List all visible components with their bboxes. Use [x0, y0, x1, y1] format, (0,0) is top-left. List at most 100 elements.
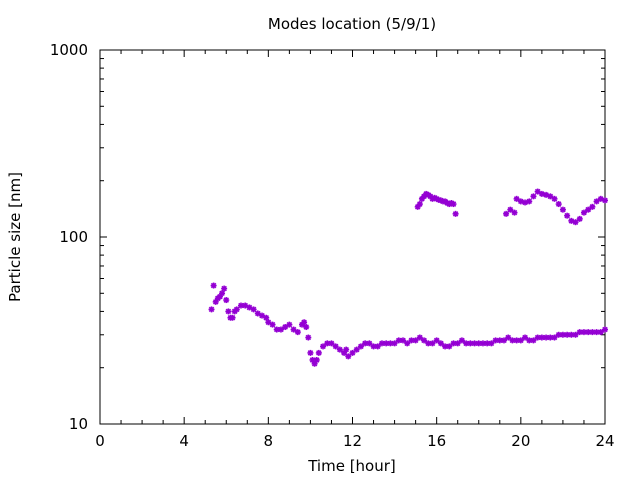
data-point — [301, 319, 308, 326]
data-point — [416, 334, 423, 341]
data-point — [269, 321, 276, 328]
axis-ticks — [99, 49, 606, 425]
data-point — [526, 198, 533, 205]
data-point — [229, 314, 236, 321]
data-point — [210, 282, 217, 289]
data-point — [503, 210, 510, 217]
y-tick-label: 100 — [59, 228, 88, 246]
data-point — [208, 306, 215, 313]
data-point — [452, 210, 459, 217]
data-point — [332, 343, 339, 350]
data-point — [221, 285, 228, 292]
data-point — [429, 340, 436, 347]
y-tick-label: 1000 — [50, 41, 88, 59]
data-point — [593, 198, 600, 205]
plot-frame — [99, 49, 606, 425]
data-point — [305, 334, 312, 341]
data-point — [559, 331, 566, 338]
data-point — [349, 349, 356, 356]
y-axis-label: Particle size [nm] — [6, 172, 24, 302]
data-point — [328, 340, 335, 347]
data-point — [219, 290, 226, 297]
data-point — [412, 337, 419, 344]
x-tick-label: 4 — [179, 432, 189, 450]
data-point — [400, 337, 406, 344]
x-tick-label: 0 — [95, 432, 105, 450]
data-point — [547, 193, 554, 200]
x-tick-label: 24 — [595, 432, 614, 450]
data-point — [273, 326, 280, 333]
data-point — [404, 340, 411, 347]
data-point — [277, 326, 284, 333]
data-point — [250, 306, 257, 313]
data-point — [589, 203, 596, 210]
data-point — [286, 321, 293, 328]
data-point — [551, 195, 558, 202]
data-point — [282, 324, 289, 331]
data-point — [551, 334, 558, 341]
data-point — [501, 337, 507, 344]
data-point — [585, 206, 592, 213]
data-markers — [208, 188, 608, 367]
data-point — [593, 329, 600, 336]
data-point — [303, 324, 310, 331]
data-point — [336, 346, 343, 353]
data-point — [366, 340, 373, 347]
data-point — [345, 353, 352, 360]
data-point — [357, 343, 364, 350]
data-point — [263, 314, 270, 321]
data-point — [223, 297, 230, 304]
data-point — [343, 346, 350, 353]
data-point — [580, 209, 587, 216]
data-point — [602, 326, 608, 333]
data-point — [450, 201, 457, 208]
data-point — [307, 349, 314, 356]
x-axis-label: Time [hour] — [307, 457, 396, 475]
data-point — [572, 331, 579, 338]
data-point — [597, 329, 604, 336]
data-point — [511, 209, 518, 216]
data-point — [353, 346, 360, 353]
data-point — [313, 356, 320, 363]
x-tick-label: 8 — [264, 432, 274, 450]
data-point — [509, 337, 516, 344]
data-point — [320, 343, 327, 350]
data-point — [572, 219, 579, 226]
data-point — [225, 308, 232, 315]
data-point — [602, 197, 608, 204]
data-point — [559, 206, 566, 213]
data-point — [454, 340, 461, 347]
data-point — [290, 326, 297, 333]
data-point — [315, 349, 322, 356]
data-point — [538, 334, 545, 341]
data-point — [425, 340, 432, 347]
data-point — [568, 217, 575, 224]
data-point — [233, 306, 240, 313]
data-point — [534, 188, 541, 195]
data-point — [517, 337, 524, 344]
data-point — [547, 334, 554, 341]
data-point — [555, 201, 562, 208]
data-point — [576, 215, 583, 222]
data-point — [522, 334, 529, 341]
data-point — [446, 343, 453, 350]
data-point — [433, 337, 440, 344]
x-tick-label: 12 — [343, 432, 362, 450]
data-point — [458, 337, 465, 344]
y-tick-label: 10 — [69, 415, 88, 433]
data-point — [505, 334, 512, 341]
data-point — [416, 201, 423, 208]
data-point — [513, 195, 520, 202]
x-tick-label: 16 — [427, 432, 446, 450]
tick-labels: 0 4 8 12 16 20 24 10 100 1000 — [50, 41, 615, 450]
data-point — [265, 319, 272, 326]
data-point — [294, 329, 301, 336]
data-point — [530, 337, 537, 344]
data-point — [488, 340, 495, 347]
x-tick-label: 20 — [511, 432, 530, 450]
chart-title: Modes location (5/9/1) — [268, 15, 436, 33]
data-point — [530, 193, 537, 200]
data-point — [437, 340, 444, 347]
data-point — [564, 212, 571, 219]
